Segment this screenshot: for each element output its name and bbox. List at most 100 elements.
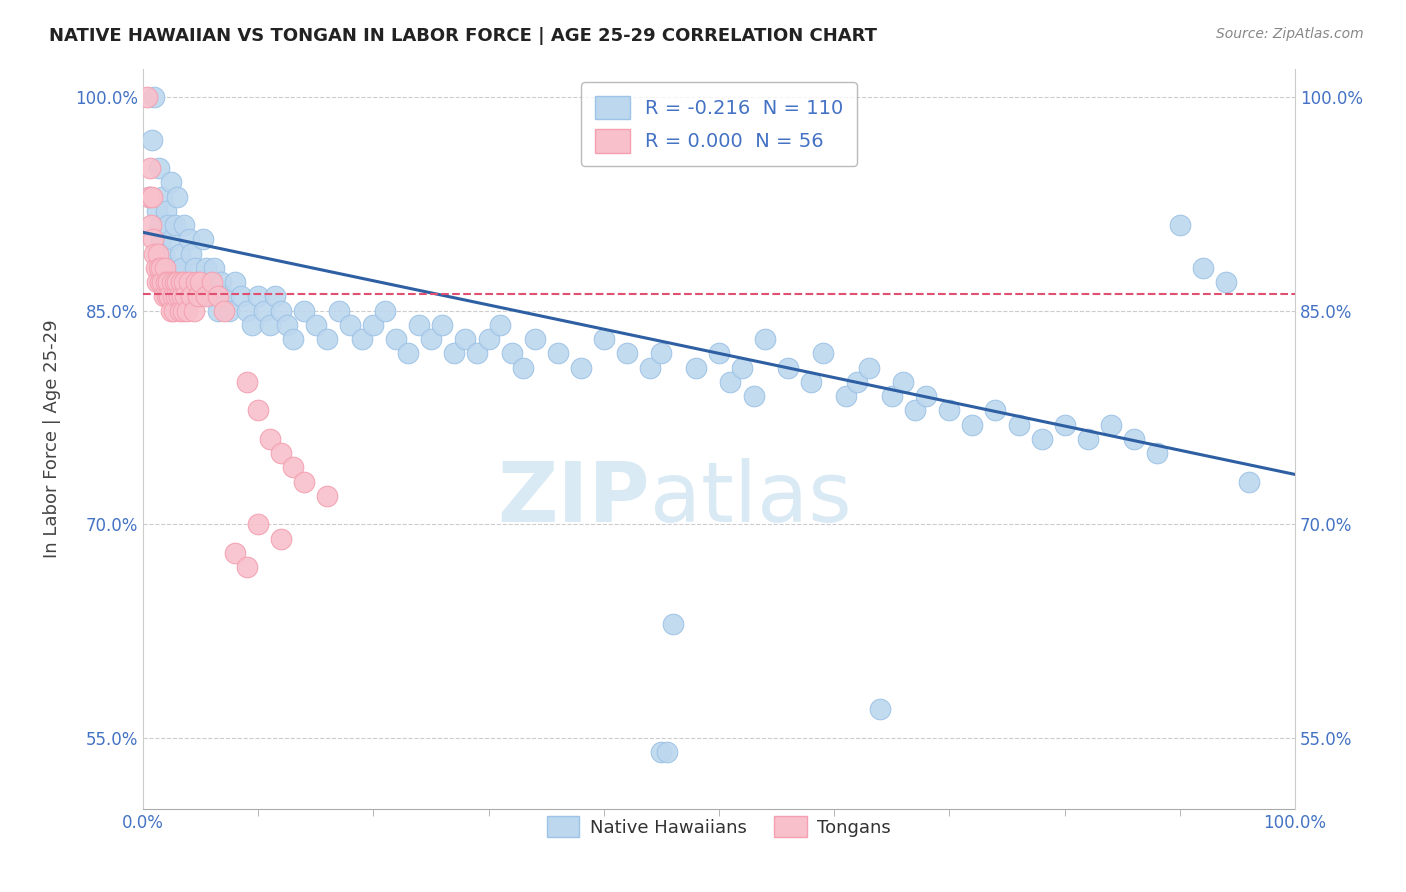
Point [662,617,685,632]
Point [339,318,361,332]
Point [1053,417,1076,432]
Point [650,745,672,759]
Text: ZIP: ZIP [498,458,650,539]
Point [235,303,257,318]
Point [891,375,914,389]
Point [146,246,169,260]
Point [904,403,927,417]
Point [184,275,207,289]
Point [247,517,270,532]
Point [160,275,183,289]
Point [547,346,569,360]
Point [305,318,328,332]
Point [454,332,477,346]
Point [235,375,257,389]
Point [138,190,160,204]
Point [180,246,202,260]
Point [1237,475,1260,489]
Point [962,417,984,432]
Point [187,289,209,303]
Point [270,532,292,546]
Point [138,190,160,204]
Point [150,232,173,246]
Point [247,289,270,303]
Point [165,289,187,303]
Point [754,332,776,346]
Point [858,360,880,375]
Point [148,161,170,176]
Point [1146,446,1168,460]
Point [778,360,800,375]
Point [811,346,834,360]
Point [198,275,221,289]
Point [183,260,205,275]
Point [616,346,638,360]
Point [183,303,205,318]
Point [139,218,162,232]
Point [136,90,159,104]
Point [159,176,181,190]
Point [253,303,276,318]
Point [984,403,1007,417]
Point [869,702,891,716]
Point [157,218,180,232]
Point [166,190,188,204]
Point [259,432,281,446]
Point [720,375,742,389]
Point [145,260,167,275]
Point [166,275,188,289]
Point [385,332,408,346]
Point [276,318,298,332]
Point [350,332,373,346]
Point [432,318,454,332]
Point [292,303,315,318]
Point [149,218,172,232]
Text: NATIVE HAWAIIAN VS TONGAN IN LABOR FORCE | AGE 25-29 CORRELATION CHART: NATIVE HAWAIIAN VS TONGAN IN LABOR FORCE… [49,27,877,45]
Point [145,275,167,289]
Point [270,446,292,460]
Point [191,232,214,246]
Point [512,360,534,375]
Point [165,218,187,232]
Point [172,303,194,318]
Legend: Native Hawaiians, Tongans: Native Hawaiians, Tongans [540,809,898,845]
Point [1192,260,1215,275]
Point [270,303,292,318]
Point [259,318,281,332]
Point [465,346,488,360]
Point [281,460,304,475]
Point [247,403,270,417]
Point [157,289,180,303]
Point [396,346,419,360]
Point [523,332,546,346]
Point [218,303,240,318]
Point [173,275,195,289]
Point [141,133,163,147]
Point [638,360,661,375]
Point [1077,432,1099,446]
Point [569,360,592,375]
Text: Source: ZipAtlas.com: Source: ZipAtlas.com [1216,27,1364,41]
Point [316,489,339,503]
Point [235,560,257,574]
Point [152,289,174,303]
Point [170,275,193,289]
Point [162,289,184,303]
Point [152,246,174,260]
Point [143,90,166,104]
Point [180,289,202,303]
Point [281,332,304,346]
Point [224,275,246,289]
Point [152,190,174,204]
Point [650,346,672,360]
Point [153,260,176,275]
Point [477,332,499,346]
Point [169,303,191,318]
Point [915,389,938,403]
Point [938,403,960,417]
Point [195,260,218,275]
Point [176,275,198,289]
Point [141,190,163,204]
Point [159,303,181,318]
Point [162,260,184,275]
